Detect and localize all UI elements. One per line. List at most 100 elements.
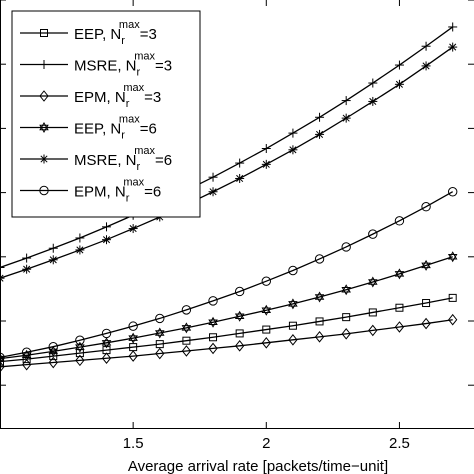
x-axis-label: Average arrival rate [packets/time−unit] [128, 458, 388, 474]
data-point [447, 187, 458, 197]
data-point [314, 291, 325, 303]
data-point [0, 263, 5, 272]
series-line-2 [0, 319, 453, 368]
series-5 [0, 187, 458, 363]
data-point [181, 322, 192, 334]
data-point [394, 79, 404, 89]
series-line-1 [0, 26, 454, 269]
data-point [21, 358, 32, 371]
data-point [234, 310, 245, 322]
data-point [394, 268, 405, 280]
series-0 [0, 293, 457, 366]
data-point [75, 245, 85, 255]
data-point [0, 273, 5, 283]
data-point [235, 340, 245, 352]
data-point [209, 333, 218, 342]
data-point [261, 337, 271, 349]
data-point [448, 313, 458, 326]
data-point [341, 242, 351, 252]
legend-marker [39, 60, 49, 69]
legend-label: EPM, Nrmax=3 [74, 82, 161, 110]
data-point [368, 276, 378, 288]
data-point [128, 350, 138, 362]
data-point [155, 347, 165, 360]
legend-marker [39, 154, 49, 164]
data-point [368, 229, 378, 239]
legend: EEP, Nrmax=3 MSRE, Nrmax=3 EPM, Nrmax=3 EEP… [11, 10, 201, 218]
data-point [182, 336, 191, 345]
data-point [368, 96, 378, 106]
data-point [101, 352, 112, 365]
legend-marker [39, 121, 49, 134]
legend-label: EEP, Nrmax=6 [74, 114, 157, 142]
data-point [394, 321, 405, 333]
data-point [75, 354, 85, 367]
data-point [22, 253, 32, 263]
data-point [49, 352, 58, 361]
data-point [235, 158, 245, 168]
data-point [102, 222, 112, 232]
series-line-3 [0, 256, 453, 360]
x-tick-label: 2.5 [389, 435, 410, 452]
data-point [394, 216, 405, 226]
legend-marker [39, 90, 49, 102]
data-point [315, 317, 324, 326]
data-point [448, 42, 458, 52]
data-point [128, 321, 138, 331]
legend-box [11, 10, 201, 218]
data-point [261, 276, 271, 286]
data-point [101, 328, 112, 339]
data-point [341, 284, 351, 296]
data-point [235, 329, 244, 338]
data-point [422, 299, 431, 308]
data-point [421, 259, 431, 271]
data-point [341, 113, 351, 123]
series-line-4 [0, 46, 454, 279]
legend-entry-3: EEP, Nrmax=6 [20, 114, 157, 142]
data-point [341, 96, 351, 106]
data-point [21, 347, 32, 357]
data-point [394, 60, 404, 70]
data-point [421, 317, 431, 330]
data-point [181, 305, 192, 315]
legend-marker [40, 29, 48, 37]
data-point [368, 78, 378, 88]
legend-entry-2: EPM, Nrmax=3 [20, 82, 161, 110]
data-point [262, 325, 271, 334]
data-point [288, 321, 297, 330]
legend-entry-0: EEP, Nrmax=3 [20, 19, 157, 47]
data-point [342, 313, 351, 322]
legend-label: MSRE, Nrmax=3 [74, 51, 172, 79]
legend-entry-4: MSRE, Nrmax=6 [20, 145, 172, 173]
x-tick-label: 2 [262, 435, 270, 452]
data-point [315, 112, 325, 122]
data-point [208, 342, 218, 355]
series-line-0 [0, 297, 453, 363]
data-point [447, 251, 458, 263]
legend-marker [39, 185, 49, 196]
data-point [155, 313, 165, 324]
data-point [0, 357, 4, 366]
data-point [395, 303, 404, 312]
data-point [314, 331, 325, 343]
legend-label: EPM, Nrmax=6 [74, 177, 161, 205]
data-point [102, 235, 112, 245]
data-point [128, 332, 138, 344]
data-point [261, 159, 271, 169]
data-point [421, 202, 431, 212]
data-point [368, 324, 378, 337]
data-point [288, 265, 298, 276]
data-point [288, 128, 298, 138]
data-point [314, 254, 325, 264]
series-2 [0, 313, 458, 373]
data-point [421, 61, 431, 71]
legend-entry-1: MSRE, Nrmax=3 [20, 51, 172, 79]
data-point [235, 173, 245, 183]
data-point [208, 187, 218, 197]
data-point [208, 296, 218, 306]
data-point [448, 22, 458, 32]
data-point [288, 334, 298, 346]
data-point [48, 341, 58, 352]
data-point [181, 345, 192, 357]
